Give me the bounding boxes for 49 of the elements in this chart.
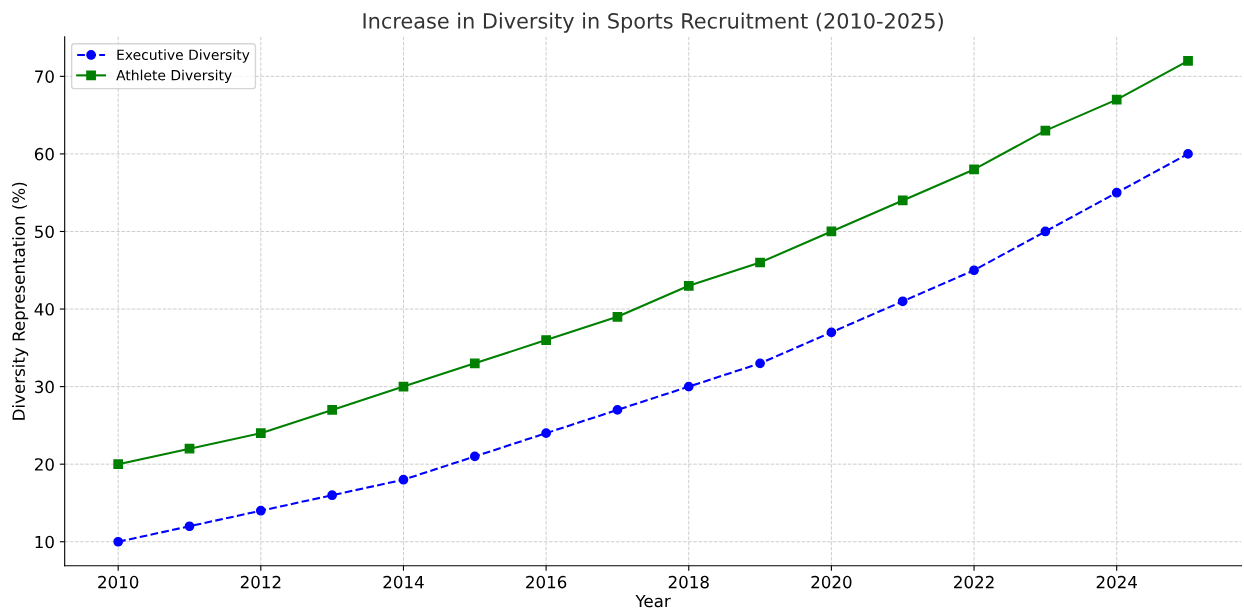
point [1111,94,1122,105]
y-tick-label: 40 [34,303,54,316]
point [1040,226,1051,237]
chart-title: Increase in Diversity in Sports Recruitment (2010-2025) [363,12,943,33]
y-tick-label: 70 [35,70,54,83]
point [826,327,837,338]
point [327,405,338,415]
x-tick-label: 2012 [240,575,281,589]
y-tick-label: 50 [35,225,54,239]
y-axis-title: Diversity Representation (%) [12,182,29,420]
x-tick-label: 2024 [1096,575,1137,589]
point [683,381,694,392]
x-axis-title: Year [635,594,671,608]
legend-label: Athlete Diversity [116,69,232,84]
point [541,335,551,345]
x-tick-label: 2010 [98,575,139,589]
y-tick-label: 30 [35,380,54,394]
point [1183,55,1193,66]
point [1111,187,1122,198]
point [612,405,623,415]
point [755,358,765,369]
x-tick-label: 2018 [668,575,709,589]
point [184,521,195,532]
y-tick-label: 60 [34,147,54,161]
legend-label: Executive Diversity [117,49,250,63]
y-tick-label: 20 [34,458,54,471]
point [1183,149,1193,159]
point [969,164,979,175]
point [541,428,551,439]
x-tick-label: 2020 [811,575,852,589]
x-tick-label: 2022 [954,575,994,589]
point [184,443,195,454]
point [612,311,623,322]
point [469,451,480,462]
point [113,459,124,470]
x-tick-label: 2014 [383,575,424,589]
point [398,474,409,485]
point [969,265,979,276]
point [469,358,480,369]
point [255,505,266,516]
point [683,280,694,291]
point [255,428,266,439]
y-tick-label: 10 [35,535,54,549]
point [897,195,908,206]
point [897,296,908,307]
point [113,536,124,547]
x-tick-label: 2016 [526,575,567,589]
point [755,257,765,268]
point [327,490,338,501]
